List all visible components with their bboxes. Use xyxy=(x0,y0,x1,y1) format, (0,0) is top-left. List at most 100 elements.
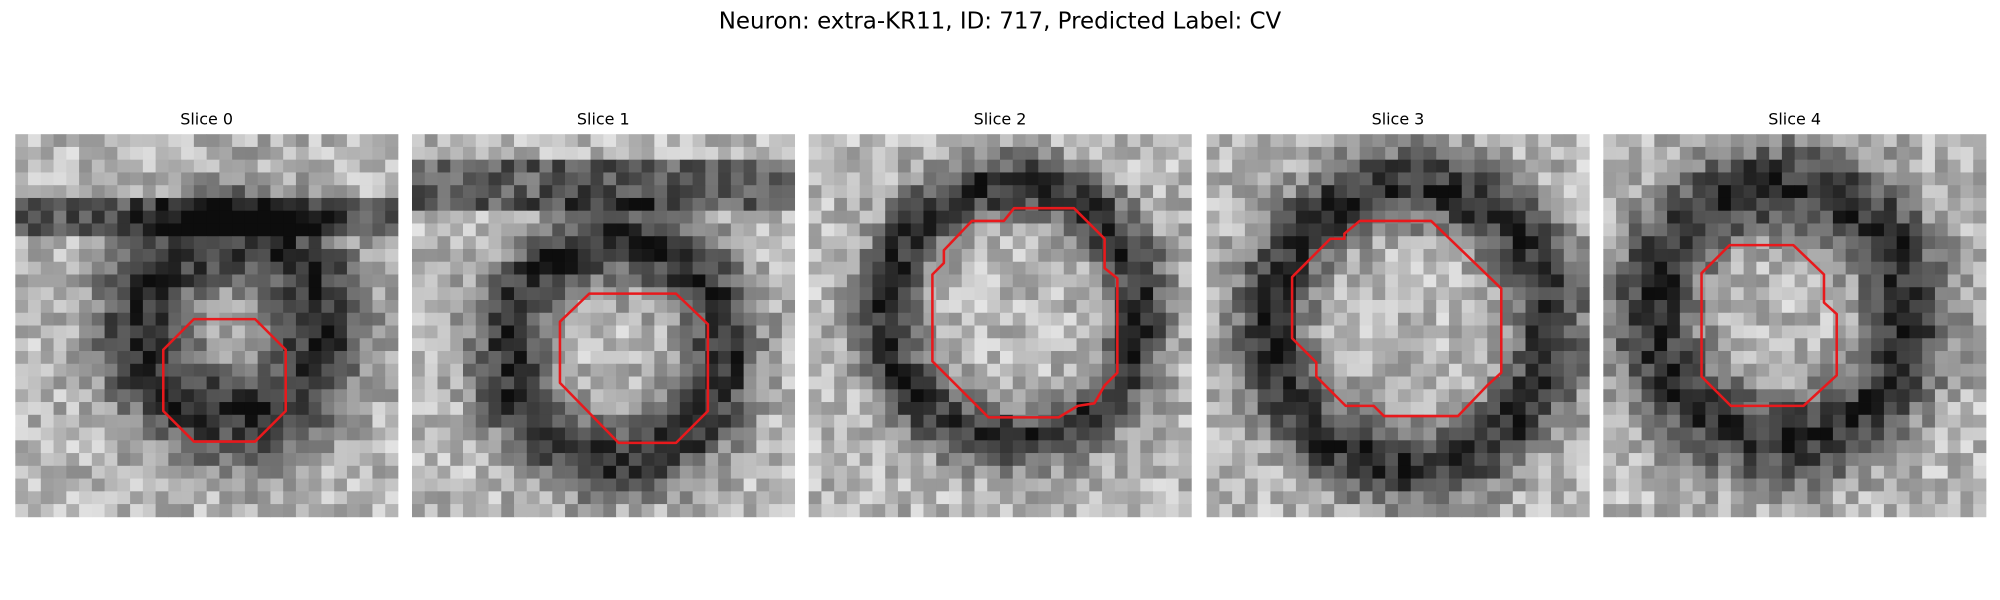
pixel xyxy=(1114,185,1128,199)
pixel xyxy=(1781,453,1796,467)
pixel xyxy=(948,287,963,301)
pixel xyxy=(219,402,233,416)
pixel xyxy=(501,402,515,416)
pixel xyxy=(1525,312,1539,326)
pixel xyxy=(501,172,515,186)
pixel xyxy=(1397,287,1412,301)
pixel xyxy=(565,134,579,148)
pixel xyxy=(1487,427,1501,441)
pixel xyxy=(66,363,80,377)
pixel xyxy=(1576,248,1590,263)
pixel xyxy=(1743,453,1757,467)
pixel xyxy=(40,236,54,250)
pixel xyxy=(308,504,322,518)
pixel xyxy=(1743,134,1757,148)
pixel xyxy=(808,465,822,479)
pixel xyxy=(1153,402,1167,416)
pixel xyxy=(206,223,220,237)
pixel xyxy=(1178,210,1192,224)
pixel xyxy=(270,440,284,454)
pixel xyxy=(168,351,182,365)
pixel xyxy=(769,210,783,224)
pixel xyxy=(718,300,732,314)
pixel xyxy=(488,172,502,186)
pixel xyxy=(1140,478,1154,492)
pixel xyxy=(270,172,284,186)
pixel xyxy=(15,185,29,199)
pixel xyxy=(1372,504,1386,518)
pixel xyxy=(142,287,156,301)
pixel xyxy=(1219,185,1233,199)
pixel xyxy=(1896,300,1910,314)
pixel xyxy=(1038,223,1052,237)
pixel xyxy=(475,351,489,365)
pixel xyxy=(1436,504,1450,518)
pixel xyxy=(1858,287,1872,301)
pixel xyxy=(1679,159,1693,173)
pixel xyxy=(1219,351,1233,365)
pixel xyxy=(1883,402,1898,416)
pixel xyxy=(232,363,246,377)
pixel xyxy=(1794,478,1808,492)
pixel xyxy=(475,414,489,428)
pixel xyxy=(1359,478,1373,492)
pixel xyxy=(1500,134,1514,148)
pixel xyxy=(308,248,322,263)
pixel xyxy=(1076,491,1090,505)
pixel xyxy=(321,159,335,173)
pixel xyxy=(1089,159,1103,173)
pixel xyxy=(1934,427,1949,441)
pixel xyxy=(66,274,80,288)
pixel xyxy=(821,146,835,161)
pixel xyxy=(756,453,770,467)
pixel xyxy=(936,504,950,518)
pixel xyxy=(1334,261,1348,275)
pixel xyxy=(1308,236,1322,250)
pixel xyxy=(781,146,796,161)
pixel xyxy=(692,248,706,263)
pixel xyxy=(181,248,195,263)
pixel xyxy=(1295,312,1310,326)
pixel xyxy=(1500,389,1514,403)
pixel xyxy=(1718,414,1732,428)
pixel xyxy=(897,478,912,492)
pixel xyxy=(1654,300,1668,314)
pixel xyxy=(501,504,515,518)
pixel xyxy=(1308,427,1322,441)
pixel xyxy=(897,185,912,199)
pixel xyxy=(1165,363,1179,377)
pixel xyxy=(948,185,963,199)
pixel xyxy=(1461,491,1475,505)
pixel xyxy=(79,146,93,161)
pixel xyxy=(1283,402,1297,416)
pixel xyxy=(910,338,924,352)
pixel xyxy=(1641,312,1655,326)
pixel xyxy=(130,274,144,288)
pixel xyxy=(1769,465,1783,479)
pixel xyxy=(526,402,540,416)
pixel xyxy=(1127,478,1141,492)
pixel xyxy=(961,402,975,416)
pixel xyxy=(475,440,489,454)
pixel xyxy=(1603,414,1617,428)
pixel xyxy=(450,261,464,275)
pixel xyxy=(1679,478,1693,492)
pixel xyxy=(463,197,477,212)
pixel xyxy=(1308,300,1322,314)
pixel xyxy=(565,440,579,454)
pixel xyxy=(590,427,604,441)
pixel xyxy=(705,465,719,479)
pixel xyxy=(1474,376,1488,390)
pixel xyxy=(117,274,131,288)
pixel xyxy=(475,248,489,263)
pixel xyxy=(104,351,118,365)
pixel xyxy=(181,300,195,314)
pixel xyxy=(155,312,169,326)
pixel xyxy=(475,504,489,518)
pixel xyxy=(1359,146,1373,161)
pixel xyxy=(1334,300,1348,314)
pixel xyxy=(1832,363,1847,377)
pixel xyxy=(1206,363,1220,377)
pixel xyxy=(1063,172,1077,186)
pixel xyxy=(641,351,655,365)
